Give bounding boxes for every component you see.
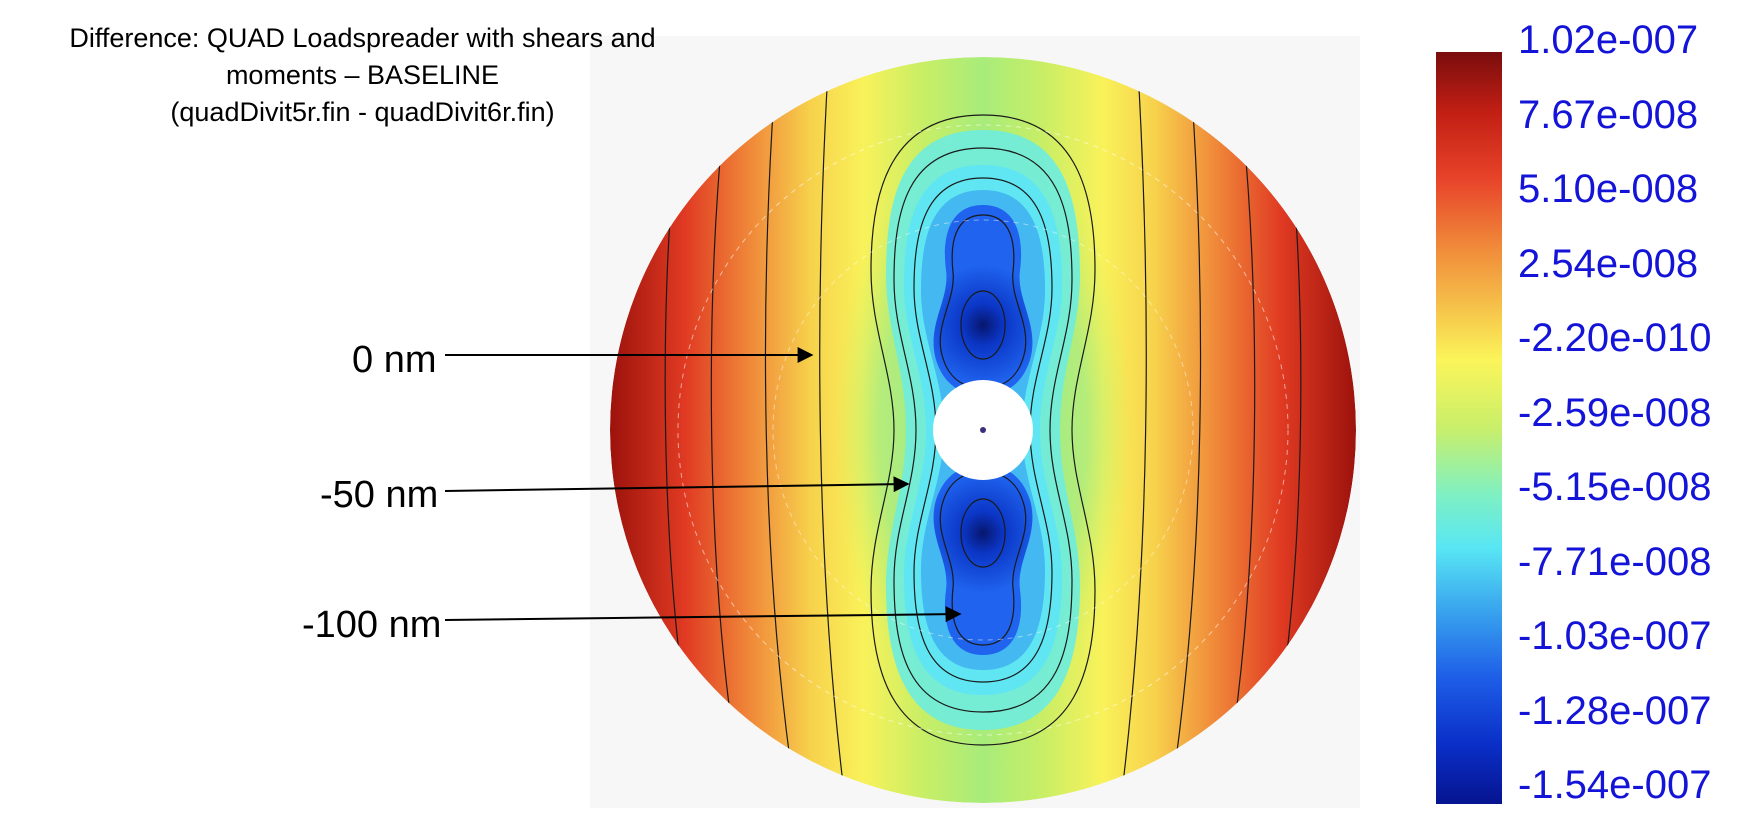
dashed-middle-ring bbox=[772, 219, 1194, 641]
arrow-minus50nm bbox=[444, 476, 910, 493]
figure-title: Difference: QUAD Loadspreader with shear… bbox=[10, 20, 715, 131]
colorbar-tick-label: 2.54e-008 bbox=[1518, 241, 1699, 286]
center-dot bbox=[980, 427, 986, 433]
colorbar-tick-label: -2.20e-010 bbox=[1518, 316, 1712, 360]
colorbar-tick-label: -1.54e-007 bbox=[1518, 763, 1712, 807]
callout-label-minus50nm: -50 nm bbox=[320, 474, 439, 516]
colorbar-tick-label: 5.10e-008 bbox=[1518, 167, 1699, 211]
colorbar-tick-label: -7.71e-008 bbox=[1518, 539, 1712, 584]
blue-lobe-top bbox=[933, 205, 1033, 395]
colorbar-tick-label: 7.67e-008 bbox=[1518, 92, 1699, 137]
colorbar-gradient bbox=[1436, 52, 1502, 804]
colorbar-tick-label: -1.03e-007 bbox=[1518, 614, 1712, 658]
title-line-1: Difference: QUAD Loadspreader with shear… bbox=[69, 23, 656, 53]
callout-arrows bbox=[444, 347, 962, 623]
arrow-minus100nm bbox=[444, 606, 962, 623]
colorbar-tick-label: -5.15e-008 bbox=[1518, 465, 1712, 509]
title-line-2: moments – BASELINE bbox=[225, 60, 500, 90]
dashed-inner-ring bbox=[677, 124, 1289, 736]
colorbar-tick-label: -1.28e-007 bbox=[1518, 688, 1712, 733]
callout-label-0nm: 0 nm bbox=[352, 339, 437, 381]
colorbar-tick-label: -2.59e-008 bbox=[1518, 390, 1712, 435]
callout-label-minus100nm: -100 nm bbox=[302, 604, 442, 646]
colorbar bbox=[1436, 52, 1502, 804]
blue-lobe-bottom bbox=[933, 465, 1033, 655]
title-line-3: (quadDivit5r.fin - quadDivit6r.fin) bbox=[170, 97, 555, 127]
colorbar-tick-label: 1.02e-007 bbox=[1518, 18, 1699, 62]
